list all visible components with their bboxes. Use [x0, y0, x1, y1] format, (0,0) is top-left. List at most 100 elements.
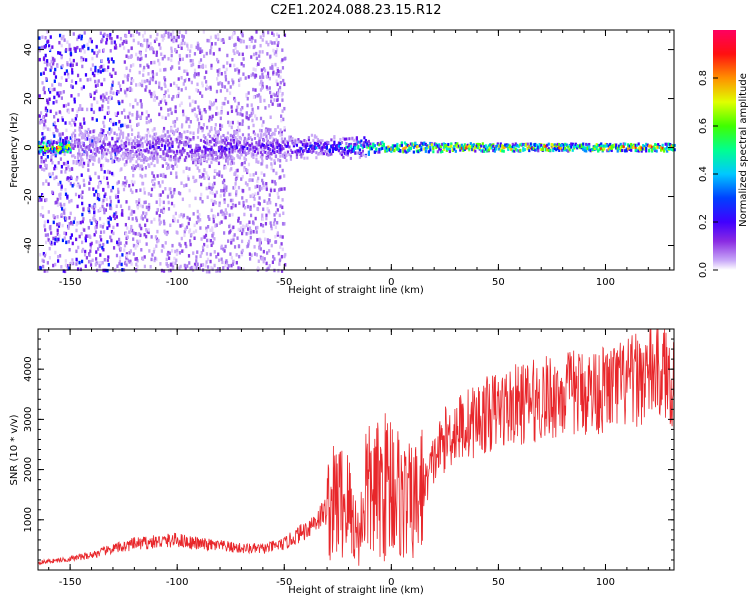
spectrogram-cell — [239, 107, 243, 112]
spectrogram-cell — [197, 160, 200, 165]
spectrogram-cell — [331, 144, 335, 148]
spectrogram-cell — [86, 78, 89, 82]
spectrogram-cell — [208, 139, 212, 143]
spectrogram-cell — [72, 182, 76, 187]
spectrogram-cell — [62, 209, 65, 213]
spectrogram-cell — [216, 137, 219, 141]
spectrogram-cell — [210, 63, 213, 68]
spectrogram-cell — [110, 144, 114, 149]
spectrogram-cell — [197, 125, 201, 129]
spectrogram-cell — [201, 199, 204, 204]
spectrogram-cell — [56, 228, 59, 233]
spectrogram-cell — [89, 259, 92, 264]
spectrogram-cell — [280, 140, 284, 144]
spectrogram-cell — [103, 95, 106, 99]
colorbar: 0.00.20.40.60.8 Normalized spectral ampl… — [698, 30, 749, 278]
spectrogram-cell — [115, 137, 119, 141]
spectrogram-frame — [37, 29, 675, 271]
spectrogram-cell — [117, 159, 120, 163]
spectrogram-cell — [255, 51, 258, 56]
spectrogram-cell — [72, 220, 76, 224]
spectrogram-cell — [273, 132, 276, 136]
spectrogram-cell — [77, 245, 80, 250]
spectrogram-cell — [226, 88, 229, 93]
spectrogram-cell — [132, 252, 135, 256]
spectrogram-cell — [46, 30, 49, 34]
spectrogram-cell — [451, 147, 454, 151]
spectrogram-cell — [265, 144, 269, 148]
spectrogram-cell — [164, 187, 167, 191]
spectrogram-cell — [59, 157, 63, 161]
spectrogram-cell — [622, 145, 625, 149]
spectrogram-cell — [49, 62, 52, 67]
spectrogram-cell — [68, 199, 71, 204]
spectrogram-cell — [120, 143, 123, 147]
spectrogram-cell — [71, 108, 74, 112]
spectrogram-cell — [246, 204, 250, 209]
spectrogram-cell — [117, 187, 120, 192]
spectrogram-cell — [270, 224, 273, 228]
spectrogram-cell — [60, 170, 63, 174]
spectrogram-cell — [465, 144, 468, 148]
spectrogram-cell — [211, 226, 214, 230]
spectrogram-cell — [236, 120, 240, 125]
spectrogram-cell — [603, 145, 606, 149]
spectrogram-cell — [181, 38, 184, 43]
spectrogram-cell — [279, 75, 282, 79]
spectrogram-cell — [72, 32, 75, 36]
spectrogram-cell — [277, 88, 281, 92]
spectrogram-cell — [123, 181, 126, 186]
spectrogram-cell — [74, 192, 78, 197]
spectrogram-cell — [116, 223, 119, 227]
spectrogram-cell — [71, 258, 74, 262]
spectrogram-cell — [52, 152, 56, 156]
spectrogram-cell — [259, 97, 262, 102]
spectrogram-cell — [223, 200, 226, 204]
spectrogram-cell — [465, 146, 468, 150]
spectrogram-cell — [144, 140, 147, 144]
spectrogram-cell — [55, 146, 59, 150]
spectrogram-cell — [493, 149, 496, 153]
spectrogram-cell — [273, 218, 276, 222]
spectrogram-cell — [201, 94, 204, 98]
spectrogram-cell — [207, 214, 210, 219]
spectrogram-cell — [188, 217, 191, 221]
spectrogram-cell — [256, 266, 260, 270]
spectrogram-cell — [139, 203, 142, 208]
spectrogram-cell — [278, 258, 281, 263]
spectrogram-cell — [216, 69, 219, 73]
spectrogram-cell — [110, 230, 114, 234]
spectrogram-cell — [241, 52, 244, 57]
spectrogram-cell — [166, 139, 170, 143]
spectrogram-cell — [114, 122, 118, 126]
spectrogram-cell — [176, 219, 180, 223]
spectrogram-cell — [282, 78, 285, 83]
spectrogram-cell — [102, 146, 105, 150]
spectrogram-cell — [96, 139, 99, 143]
spectrogram-cell — [44, 240, 48, 245]
spectrogram-cell — [228, 157, 231, 161]
spectrogram-cell — [213, 143, 216, 147]
spectrogram-cell — [218, 140, 222, 145]
spectrogram-cell — [352, 149, 355, 153]
spectrogram-cell — [44, 198, 47, 203]
spectrogram-cell — [284, 56, 287, 61]
spectrogram-cell — [256, 133, 260, 137]
spectrogram-cell — [259, 145, 263, 149]
spectrogram-cell — [442, 147, 445, 151]
spectrogram-cell — [127, 138, 131, 142]
spectrogram-cell — [63, 231, 66, 235]
spectrogram-cell — [268, 249, 271, 253]
spectrogram-cell — [574, 142, 577, 146]
spectrogram-cell — [202, 173, 205, 177]
spectrogram-cell — [120, 154, 123, 158]
spectrogram-cell — [126, 78, 129, 82]
spectrogram-cell — [193, 107, 196, 111]
spectrogram-cell — [160, 137, 164, 141]
spectrogram-cell — [138, 32, 141, 36]
spectrogram-cell — [264, 221, 268, 226]
spectrogram-cell — [51, 171, 55, 176]
spectrogram-cell — [210, 153, 213, 157]
spectrogram-cell — [634, 143, 637, 147]
spectrogram-cell — [69, 236, 72, 240]
